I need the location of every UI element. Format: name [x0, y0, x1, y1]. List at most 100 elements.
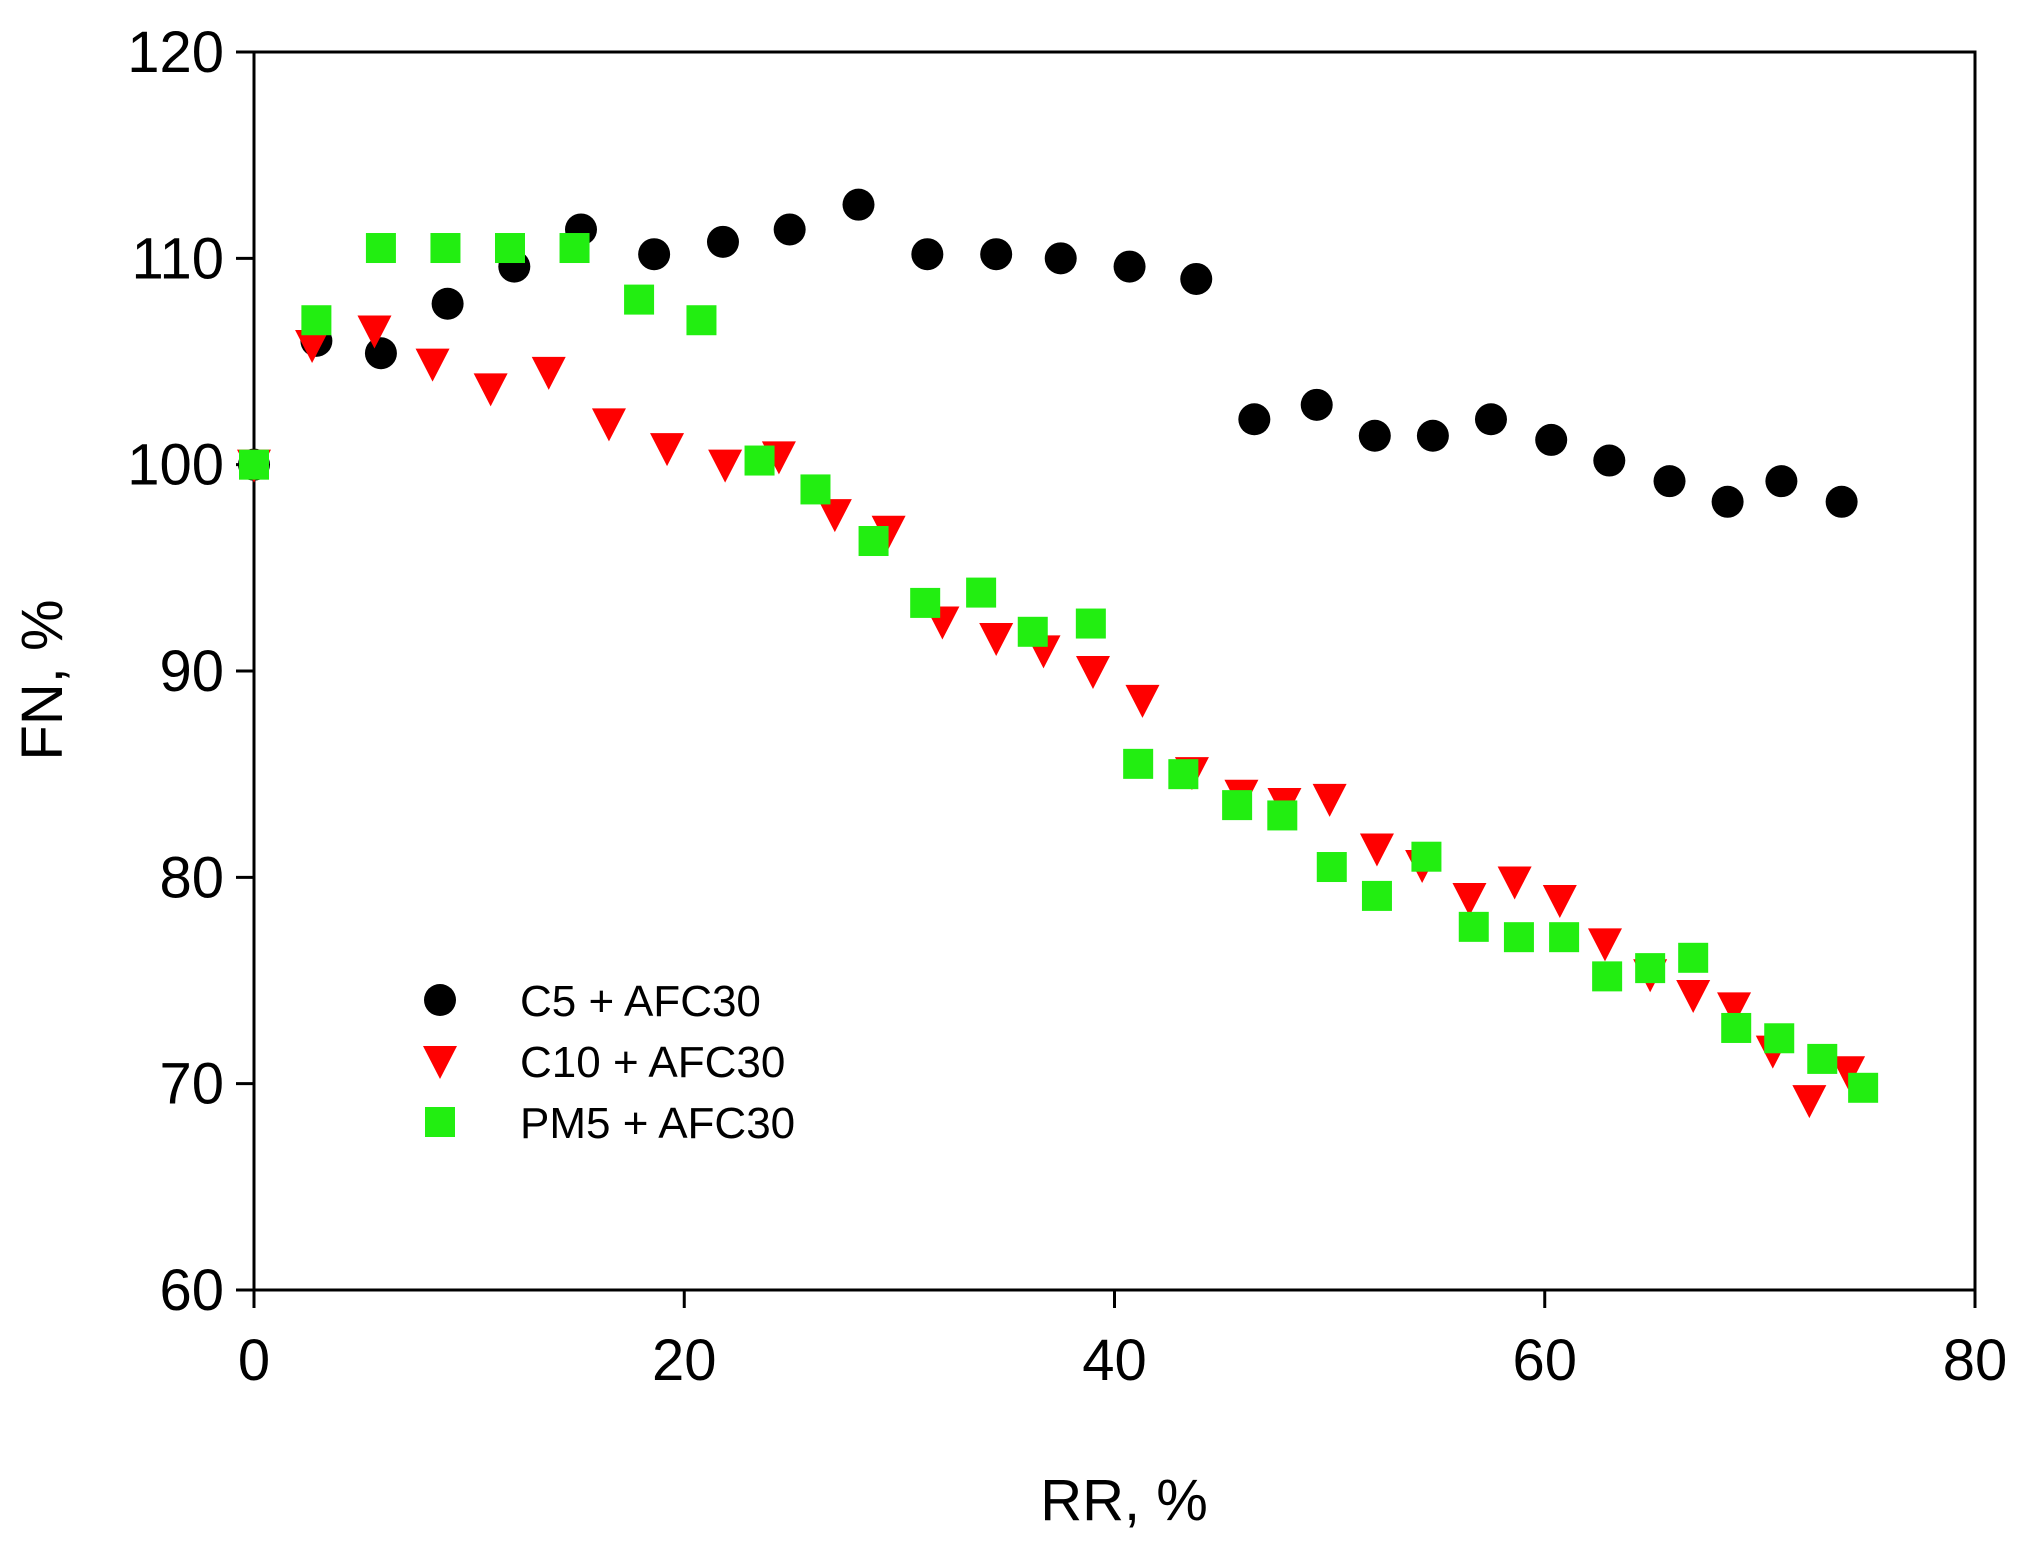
legend-marker: [425, 1107, 455, 1137]
x-tick-label: 80: [1943, 1328, 2008, 1393]
x-tick-label: 20: [652, 1328, 717, 1393]
data-point: [773, 213, 806, 246]
data-series: [237, 188, 1879, 1119]
legend-marker: [423, 1046, 457, 1079]
y-tick-label: 60: [159, 1258, 224, 1323]
data-point: [1792, 1085, 1827, 1119]
legend: C5 + AFC30 C10 + AFC30 PM5 + AFC30: [423, 977, 795, 1148]
data-point: [686, 305, 717, 336]
data-point: [1123, 748, 1154, 779]
data-point: [1848, 1072, 1879, 1103]
data-point: [1358, 419, 1391, 452]
legend-label: PM5 + AFC30: [520, 1099, 795, 1148]
data-point: [638, 238, 671, 271]
data-point: [239, 449, 269, 480]
data-point: [1044, 242, 1077, 275]
data-point: [1361, 880, 1392, 911]
data-point: [473, 373, 508, 407]
y-tick-label: 80: [159, 845, 224, 910]
data-point: [415, 348, 450, 382]
data-point: [1474, 403, 1507, 436]
data-point: [295, 329, 330, 363]
data-point: [1238, 403, 1271, 436]
data-point: [1535, 423, 1568, 456]
data-point: [1587, 928, 1622, 962]
data-point: [1316, 852, 1347, 883]
data-point: [1222, 790, 1253, 821]
y-tick-label: 120: [127, 20, 224, 85]
data-point: [624, 284, 655, 315]
x-tick-label: 0: [238, 1328, 270, 1393]
data-point: [910, 587, 941, 618]
data-point: [800, 474, 831, 505]
data-point: [591, 408, 626, 442]
y-axis-title: FN, %: [10, 599, 75, 760]
data-point: [1452, 882, 1487, 916]
data-point: [1807, 1043, 1838, 1074]
data-point: [911, 238, 944, 271]
series-square: [239, 233, 1879, 1103]
data-point: [1017, 616, 1048, 647]
data-point: [364, 337, 397, 370]
data-point: [1635, 953, 1666, 984]
data-point: [365, 233, 396, 264]
data-point: [1359, 833, 1394, 867]
data-point: [1592, 961, 1623, 992]
data-point: [531, 356, 566, 390]
y-tick-label: 90: [159, 639, 224, 704]
data-point: [979, 622, 1014, 656]
data-point: [1125, 684, 1160, 718]
data-point: [1549, 922, 1580, 953]
series-triangle-down: [237, 315, 1866, 1119]
data-point: [1300, 388, 1333, 421]
data-point: [650, 433, 685, 467]
legend-marker: [424, 984, 456, 1016]
data-point: [559, 233, 590, 264]
data-point: [1825, 485, 1858, 518]
data-point: [1678, 942, 1709, 973]
data-point: [1180, 262, 1213, 295]
data-point: [1721, 1012, 1752, 1043]
data-point: [1411, 841, 1442, 872]
data-point: [1653, 465, 1686, 498]
axis-ticks: 0 20 40 60 80 60 70 80 90 100 110 120: [127, 20, 2007, 1393]
data-point: [1764, 1023, 1795, 1054]
data-point: [1168, 759, 1199, 790]
data-point: [1075, 608, 1106, 639]
data-point: [1503, 922, 1534, 953]
data-point: [858, 526, 889, 557]
data-point: [706, 225, 739, 258]
y-tick-label: 100: [127, 433, 224, 498]
legend-label: C5 + AFC30: [520, 977, 761, 1026]
data-point: [1542, 885, 1577, 919]
data-point: [1593, 444, 1626, 477]
data-point: [842, 188, 875, 221]
data-point: [708, 449, 743, 483]
data-point: [431, 287, 464, 320]
data-point: [871, 515, 906, 549]
x-tick-label: 40: [1082, 1328, 1147, 1393]
data-point: [1711, 485, 1744, 518]
data-point: [430, 233, 461, 264]
data-point: [357, 315, 392, 349]
y-tick-label: 110: [132, 226, 224, 291]
data-point: [817, 499, 852, 533]
series-circle: [238, 188, 1858, 518]
data-point: [1765, 465, 1798, 498]
data-point: [301, 305, 332, 336]
data-point: [1676, 979, 1711, 1013]
data-point: [494, 233, 525, 264]
data-point: [744, 445, 775, 476]
data-point: [980, 238, 1013, 271]
x-tick-label: 60: [1512, 1328, 1577, 1393]
data-point: [1416, 419, 1449, 452]
y-tick-label: 70: [159, 1052, 224, 1117]
data-point: [1497, 866, 1532, 900]
legend-label: C10 + AFC30: [520, 1038, 785, 1087]
data-point: [1831, 1056, 1866, 1090]
data-point: [1113, 250, 1146, 283]
data-point: [1075, 656, 1110, 689]
data-point: [1312, 783, 1347, 817]
data-point: [1458, 911, 1489, 942]
